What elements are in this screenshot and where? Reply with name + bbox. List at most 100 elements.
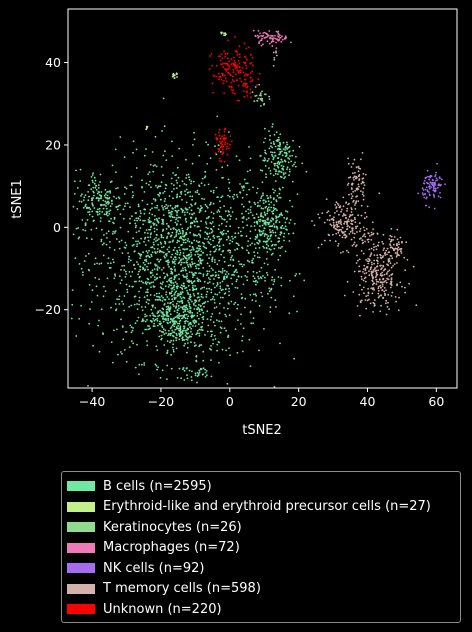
- data-point: [183, 325, 186, 328]
- data-point: [169, 334, 172, 337]
- data-point: [361, 288, 363, 291]
- data-point: [148, 255, 151, 258]
- data-point: [188, 301, 190, 304]
- data-point: [338, 229, 341, 232]
- data-point: [229, 251, 232, 254]
- data-point: [266, 221, 269, 224]
- data-point: [244, 275, 247, 277]
- data-point: [159, 286, 162, 288]
- data-point: [147, 173, 150, 176]
- data-point: [236, 51, 239, 54]
- data-point: [187, 315, 190, 318]
- x-tick-label: 60: [428, 394, 444, 409]
- data-point: [173, 294, 176, 296]
- data-point: [132, 140, 135, 143]
- data-point: [249, 53, 252, 56]
- data-point: [177, 305, 180, 307]
- data-point: [234, 301, 237, 304]
- data-point: [98, 207, 101, 210]
- data-point: [276, 164, 279, 167]
- data-point: [277, 35, 279, 38]
- data-point: [277, 136, 280, 139]
- data-point: [190, 323, 193, 325]
- data-point: [188, 311, 191, 314]
- data-point: [212, 239, 215, 242]
- data-point: [227, 264, 230, 267]
- data-point: [282, 165, 285, 168]
- data-point: [175, 205, 178, 207]
- data-point: [166, 352, 168, 355]
- data-point: [283, 239, 285, 242]
- data-point: [223, 134, 226, 137]
- data-point: [428, 186, 430, 188]
- data-point: [404, 269, 407, 272]
- data-point: [328, 219, 331, 222]
- data-point: [110, 180, 113, 183]
- legend-item: T memory cells (n=598): [67, 579, 460, 600]
- data-point: [433, 181, 436, 184]
- data-point: [176, 251, 179, 254]
- data-point: [122, 303, 125, 305]
- data-point: [417, 192, 420, 195]
- data-point: [345, 202, 347, 204]
- data-point: [206, 290, 209, 293]
- data-point: [180, 207, 183, 210]
- data-point: [192, 248, 195, 251]
- data-point: [246, 276, 248, 278]
- data-point: [243, 74, 246, 77]
- data-point: [154, 135, 157, 138]
- data-point: [172, 317, 175, 320]
- data-point: [347, 182, 350, 185]
- data-point: [221, 272, 224, 274]
- data-point: [170, 292, 173, 295]
- data-point: [147, 218, 150, 221]
- data-point: [195, 333, 198, 336]
- data-point: [180, 263, 182, 266]
- data-point: [147, 268, 149, 271]
- data-point: [186, 228, 189, 231]
- data-point: [237, 60, 240, 62]
- data-point: [155, 217, 158, 220]
- data-point: [174, 256, 177, 259]
- data-point: [272, 158, 275, 161]
- data-point: [120, 351, 122, 353]
- data-point: [259, 220, 261, 223]
- data-point: [368, 270, 370, 272]
- data-point: [267, 245, 270, 247]
- data-point: [191, 286, 194, 289]
- data-point: [200, 326, 203, 329]
- data-point: [113, 232, 116, 234]
- data-point: [171, 260, 174, 263]
- data-point: [162, 236, 165, 239]
- data-point: [252, 293, 255, 296]
- data-point: [214, 338, 217, 340]
- data-point: [348, 233, 351, 235]
- data-point: [103, 242, 105, 245]
- data-point: [110, 200, 113, 203]
- data-point: [184, 305, 186, 307]
- data-point: [277, 276, 280, 278]
- data-point: [229, 135, 232, 138]
- data-point: [258, 247, 261, 249]
- data-point: [367, 257, 369, 260]
- data-point: [107, 230, 110, 233]
- data-point: [353, 175, 356, 178]
- data-point: [264, 93, 266, 96]
- data-point: [168, 211, 171, 214]
- data-point: [174, 316, 177, 319]
- data-point: [199, 313, 202, 316]
- data-point: [216, 283, 219, 286]
- data-point: [351, 227, 353, 230]
- data-point: [382, 281, 384, 284]
- data-point: [430, 186, 433, 189]
- data-point: [189, 295, 191, 298]
- data-point: [138, 280, 141, 283]
- data-point: [389, 262, 392, 265]
- data-point: [269, 229, 271, 231]
- data-point: [283, 217, 286, 219]
- data-point: [372, 311, 374, 313]
- data-point: [254, 235, 257, 238]
- data-point: [147, 281, 149, 284]
- data-point: [232, 197, 235, 200]
- data-point: [206, 254, 209, 256]
